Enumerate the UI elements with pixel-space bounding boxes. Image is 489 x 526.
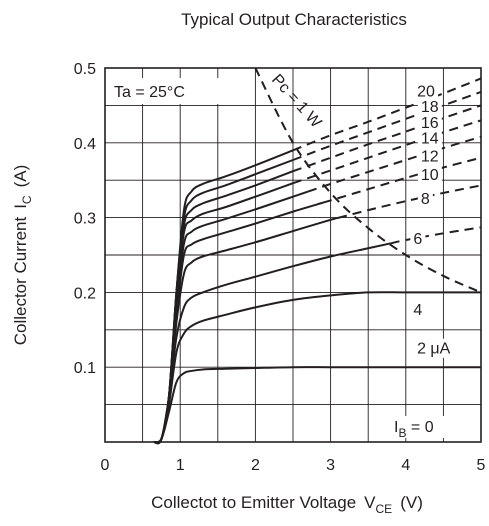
curve-label: 2 μA (417, 341, 451, 358)
curve-label-bg (417, 128, 442, 148)
ib-curve-18-dashed (292, 90, 482, 161)
ib-curve-20-solid (153, 149, 294, 445)
curve-label-bg (417, 165, 442, 185)
x-tick-label: 2 (251, 457, 260, 474)
power-limit-label: Pc = 1 W (268, 71, 325, 132)
curve-label-bg (414, 81, 439, 101)
curve-label-bg (417, 97, 442, 117)
condition-box-bg (110, 78, 226, 104)
ib-curve-6-solid (153, 242, 391, 445)
curve-label-bg (417, 112, 442, 132)
chart-title: Typical Output Characteristics (181, 10, 407, 29)
ib-curve-4 (153, 291, 481, 444)
curve-label: 10 (421, 167, 439, 184)
ib-curve-12-dashed (307, 135, 482, 193)
x-axis-symbol-sub: CE (376, 502, 393, 516)
y-tick-label: 0.2 (74, 285, 96, 302)
ib-zero-label-main: I (394, 419, 398, 436)
x-axis-symbol: V (364, 493, 376, 512)
x-axis-title-text: Collectot to Emitter Voltage (151, 493, 356, 512)
ib-curve-16-solid (153, 170, 294, 445)
ib-zero-label-sub: B (398, 426, 406, 440)
x-tick-label: 5 (477, 457, 486, 474)
y-axis-title-text: Collector Current (11, 217, 30, 346)
ib-zero-label: IB = 0 (394, 419, 434, 440)
curves-layer (153, 67, 482, 445)
curve-label: 12 (421, 149, 439, 166)
y-axis-symbol-sub: C (20, 195, 34, 204)
curve-label: 16 (421, 115, 439, 132)
y-tick-label: 0.4 (74, 136, 96, 153)
ib-zero-label-bg (388, 416, 452, 438)
power-limit-curve (254, 67, 482, 294)
y-axis-unit: (A) (11, 165, 30, 188)
ib-zero-label-group: IB = 0 (388, 416, 452, 440)
curve-label-bg (410, 228, 426, 248)
x-tick-label: 0 (101, 457, 110, 474)
x-tick-label: 1 (176, 457, 185, 474)
y-axis-title: Collector Current IC (A) (11, 165, 34, 346)
x-tick-label: 4 (401, 457, 410, 474)
y-axis-symbol: I (11, 204, 30, 209)
curve-label-bg (414, 338, 457, 358)
curve-label: 18 (421, 99, 439, 116)
curve-label-bg (410, 299, 426, 319)
condition-box: Ta = 25°C (110, 78, 226, 104)
tick-labels: 0 1 2 3 4 50.10.20.30.40.5 (74, 61, 486, 474)
x-tick-label: 3 (326, 457, 335, 474)
curve-label-bg (417, 189, 433, 209)
ib-curve-14-dashed (292, 119, 482, 185)
ib-curve-10-dashed (322, 156, 482, 204)
ib-curve-16-dashed (292, 104, 482, 173)
x-axis-unit: (V) (400, 493, 423, 512)
ib-curve-8-dashed (337, 184, 482, 219)
curve-label-bg (417, 146, 442, 166)
y-tick-label: 0.5 (74, 61, 96, 78)
plot-frame (104, 67, 482, 443)
curve-label: 8 (421, 191, 430, 208)
curve-label: 6 (413, 231, 422, 248)
ib-curve-20-dashed (292, 77, 482, 152)
power-limit-label-group: Pc = 1 W (268, 71, 325, 132)
x-axis-title: Collectot to Emitter Voltage VCE (V) (151, 493, 423, 516)
y-tick-label: 0.3 (74, 211, 96, 228)
curve-label: 4 (413, 302, 422, 319)
curve-label: 20 (417, 83, 435, 100)
curve-label: 14 (421, 131, 439, 148)
condition-label: Ta = 25°C (114, 84, 185, 101)
ib-curve-2-a (153, 366, 481, 444)
ib-curve-6-dashed (390, 226, 482, 245)
y-tick-label: 0.1 (74, 360, 96, 377)
ib-zero-label-rest: = 0 (406, 419, 433, 436)
